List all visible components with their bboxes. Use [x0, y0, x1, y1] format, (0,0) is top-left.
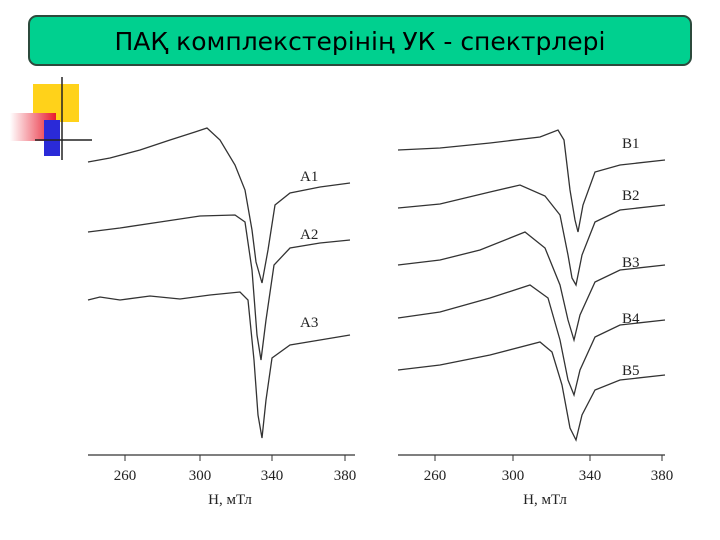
curve-label: А2: [300, 227, 318, 243]
x-axis-label: Н, мТл: [208, 492, 252, 508]
curve-label: В1: [622, 136, 640, 152]
x-tick-label: 260: [114, 468, 137, 484]
title-box: [28, 15, 692, 66]
curve-label: В5: [622, 363, 640, 379]
x-tick-label: 300: [189, 468, 212, 484]
curve-label: В4: [622, 311, 640, 327]
x-tick-label: 380: [651, 468, 674, 484]
x-tick-label: 340: [579, 468, 602, 484]
curve-label: А1: [300, 169, 318, 185]
spectra-left: А1 А2 А3 260 300 340 380 Н, мТл: [87, 127, 357, 508]
x-tick-label: 380: [334, 468, 357, 484]
curve-label: А3: [300, 315, 318, 331]
slide-title: ПАҚ комплекстерінің УК - спектрлері: [115, 27, 606, 56]
curve-label: В2: [622, 188, 640, 204]
x-tick-label: 260: [424, 468, 447, 484]
curve-label: В3: [622, 255, 640, 271]
spectra-right: В1 В2 В3 В4 В5 260 300 340 380 Н, мТл: [397, 129, 674, 508]
x-axis-label: Н, мТл: [523, 492, 567, 508]
decoration: [10, 77, 92, 160]
x-tick-label: 340: [261, 468, 284, 484]
x-tick-label: 300: [502, 468, 525, 484]
